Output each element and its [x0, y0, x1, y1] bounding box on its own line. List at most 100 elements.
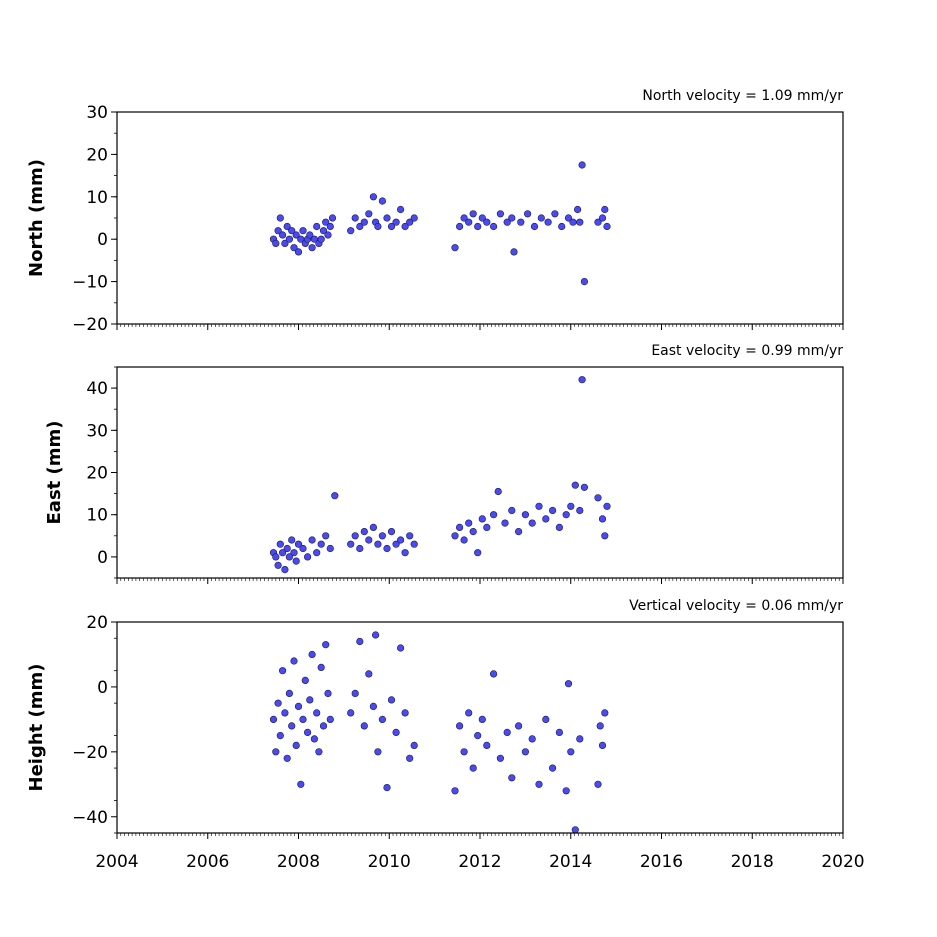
y-tick-label: 0: [97, 230, 108, 250]
x-tick-label: 2006: [186, 852, 229, 872]
data-point: [456, 222, 464, 231]
data-point: [460, 748, 468, 756]
data-point: [603, 502, 611, 510]
data-point: [478, 515, 486, 523]
data-point: [292, 741, 300, 750]
data-point: [576, 735, 584, 743]
data-point: [283, 222, 291, 231]
data-point: [469, 527, 477, 536]
data-point: [274, 561, 282, 569]
data-point: [297, 780, 305, 788]
data-point: [598, 515, 607, 523]
data-point: [356, 544, 364, 553]
data-point: [281, 565, 289, 574]
data-point: [317, 540, 325, 548]
data-point: [576, 506, 584, 515]
data-point: [317, 663, 325, 672]
data-point: [299, 227, 307, 235]
data-point: [328, 214, 337, 222]
y-tick-label: 20: [86, 145, 108, 165]
data-point: [490, 511, 498, 519]
data-point: [578, 161, 586, 169]
data-point: [483, 218, 491, 226]
axes-frame: [116, 621, 844, 834]
data-point: [281, 709, 289, 717]
data-point: [596, 722, 604, 730]
data-point: [313, 709, 321, 717]
data-point: [387, 527, 396, 536]
velocity-title: Vertical velocity = 0.06 mm/yr: [629, 598, 843, 614]
data-point: [369, 702, 378, 711]
data-point: [551, 210, 559, 218]
data-point: [374, 748, 382, 756]
data-point: [571, 481, 579, 489]
y-axis-label: Height (mm): [26, 664, 47, 792]
data-point: [567, 502, 575, 510]
y-tick-label: 20: [86, 464, 108, 484]
data-point: [406, 532, 414, 540]
data-point: [276, 731, 284, 740]
data-point: [279, 231, 287, 239]
y-tick-label: 10: [86, 188, 108, 208]
data-point: [383, 783, 391, 792]
data-point: [517, 218, 525, 226]
data-point: [319, 227, 328, 235]
data-point: [299, 544, 307, 553]
data-point: [322, 641, 330, 649]
data-point: [601, 205, 609, 214]
data-point: [326, 715, 334, 724]
data-point: [483, 523, 491, 532]
data-point: [474, 731, 482, 740]
data-point: [351, 214, 359, 222]
data-point: [548, 506, 557, 515]
data-point: [285, 235, 294, 243]
data-point: [528, 519, 536, 527]
data-point: [365, 670, 373, 678]
data-point: [292, 231, 300, 239]
data-point: [401, 549, 409, 557]
data-point: [474, 549, 482, 557]
x-tick-label: 2016: [640, 852, 683, 872]
data-point: [383, 214, 391, 222]
data-point: [496, 754, 505, 762]
data-point: [319, 722, 328, 730]
data-point: [555, 523, 564, 532]
data-point: [304, 728, 312, 737]
data-point: [279, 549, 287, 557]
axes-frame: [116, 366, 844, 579]
y-tick-label: −40: [72, 808, 108, 828]
data-point: [356, 222, 364, 231]
y-tick-label: 20: [86, 613, 108, 633]
data-point: [580, 278, 589, 286]
data-point: [530, 222, 539, 231]
data-point: [313, 222, 321, 231]
data-point: [573, 205, 582, 214]
data-point: [308, 244, 316, 252]
data-point: [514, 527, 523, 536]
data-point: [324, 689, 332, 698]
data-point: [356, 637, 364, 646]
data-point: [299, 715, 307, 724]
data-point: [562, 511, 570, 519]
data-point: [501, 519, 509, 527]
data-point: [347, 540, 355, 548]
data-point: [397, 644, 405, 652]
data-point: [598, 214, 607, 222]
y-tick-label: 30: [86, 103, 108, 123]
data-point: [281, 239, 289, 247]
data-point: [365, 210, 373, 218]
data-point: [451, 787, 459, 795]
data-point: [528, 735, 536, 743]
data-point: [576, 218, 584, 226]
data-point: [542, 515, 550, 523]
data-point: [548, 764, 557, 772]
data-point: [456, 722, 464, 730]
data-point: [578, 376, 586, 384]
data-point: [288, 536, 296, 544]
y-axis-label: North (mm): [26, 159, 47, 277]
x-tick-label: 2020: [821, 852, 864, 872]
data-point: [544, 218, 552, 226]
data-point: [387, 222, 396, 231]
data-point: [374, 540, 382, 548]
